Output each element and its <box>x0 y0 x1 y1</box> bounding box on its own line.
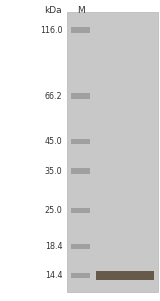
Bar <box>71 139 90 144</box>
Text: 18.4: 18.4 <box>45 242 62 251</box>
Text: kDa: kDa <box>44 6 62 15</box>
Text: M: M <box>77 6 85 15</box>
Text: 116.0: 116.0 <box>40 26 62 35</box>
Bar <box>67 12 158 292</box>
Text: 14.4: 14.4 <box>45 271 62 280</box>
Bar <box>71 208 90 213</box>
Bar <box>71 244 90 249</box>
Text: 35.0: 35.0 <box>45 166 62 175</box>
Text: 45.0: 45.0 <box>45 137 62 146</box>
Bar <box>71 273 90 278</box>
Bar <box>96 271 154 280</box>
Bar <box>71 27 90 33</box>
Bar <box>71 93 90 99</box>
Text: 66.2: 66.2 <box>45 92 62 101</box>
Text: 25.0: 25.0 <box>45 206 62 215</box>
Bar <box>71 168 90 174</box>
